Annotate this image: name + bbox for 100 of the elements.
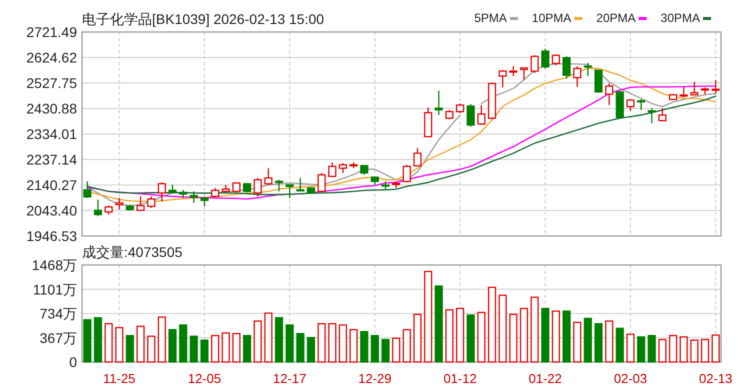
bar xyxy=(445,309,454,363)
candlestick xyxy=(264,168,272,186)
bar xyxy=(466,314,475,363)
candlestick xyxy=(434,90,443,116)
bar xyxy=(232,332,240,363)
bar xyxy=(360,331,368,363)
x-tick-label: 02-13 xyxy=(699,371,732,386)
candlestick xyxy=(690,81,698,96)
y-tick-label: 0 xyxy=(69,354,78,370)
bar xyxy=(498,294,507,363)
bar xyxy=(190,336,198,363)
bar xyxy=(318,323,326,363)
bar xyxy=(477,312,486,363)
bar xyxy=(350,329,358,363)
candlestick xyxy=(658,108,666,122)
y-tick-label: 2430.88 xyxy=(26,100,78,116)
bar xyxy=(136,326,145,363)
candlestick xyxy=(648,108,656,124)
candlestick xyxy=(541,48,550,70)
bar xyxy=(306,336,316,363)
bar xyxy=(83,319,92,363)
y-tick-label: 734万 xyxy=(40,306,77,322)
candlestick xyxy=(520,67,528,80)
candlestick xyxy=(584,62,592,77)
legend-label: 20PMA xyxy=(596,11,636,25)
candlestick xyxy=(338,162,347,174)
bar xyxy=(584,318,592,363)
candlestick xyxy=(402,164,411,184)
candlestick xyxy=(680,86,688,98)
bar xyxy=(243,334,252,363)
bar xyxy=(562,310,571,363)
bar xyxy=(147,336,156,363)
candlestick xyxy=(530,54,539,74)
bar xyxy=(115,327,124,363)
candlestick xyxy=(552,54,560,66)
bar xyxy=(254,320,262,363)
bar xyxy=(370,334,379,363)
candlestick xyxy=(424,106,432,138)
bar xyxy=(274,317,284,363)
bar xyxy=(573,322,582,363)
bar xyxy=(104,323,113,363)
bar xyxy=(222,332,230,363)
candlestick xyxy=(456,102,464,114)
candlestick xyxy=(605,82,614,106)
bar xyxy=(381,338,390,363)
bar xyxy=(594,323,603,363)
candlestick xyxy=(83,180,92,199)
candlestick xyxy=(318,172,326,193)
y-tick-label: 2237.14 xyxy=(26,152,78,168)
y-tick-label: 1946.53 xyxy=(26,228,78,244)
candlestick xyxy=(190,190,198,204)
x-tick-label: 12-05 xyxy=(188,371,222,386)
x-tick-label: 12-17 xyxy=(273,371,306,386)
bar xyxy=(413,314,422,363)
bar xyxy=(338,324,347,363)
x-tick-label: 12-29 xyxy=(358,371,392,386)
bar xyxy=(509,314,518,363)
candlestick xyxy=(274,179,284,192)
bar xyxy=(392,338,400,363)
x-tick-label: 02-03 xyxy=(614,371,648,386)
candlestick xyxy=(328,162,336,178)
y-tick-label: 2043.40 xyxy=(26,202,78,218)
legend-label: 10PMA xyxy=(532,11,572,25)
y-tick-label: 2624.62 xyxy=(26,50,78,66)
y-tick-label: 2721.49 xyxy=(26,24,78,40)
candlestick xyxy=(637,98,646,111)
candlestick xyxy=(296,177,304,192)
bar xyxy=(669,334,678,363)
bar xyxy=(541,308,550,363)
bar xyxy=(488,286,496,363)
candlestick xyxy=(562,56,571,80)
bar xyxy=(296,332,304,363)
candlestick xyxy=(594,68,603,94)
bar xyxy=(200,340,209,363)
candlestick xyxy=(498,69,507,88)
x-tick-label: 01-22 xyxy=(528,371,562,386)
chart-title: 电子化学品[BK1039] 2026-02-13 15:00 xyxy=(82,11,324,27)
bar xyxy=(126,334,134,363)
y-tick-label: 2527.75 xyxy=(26,75,78,91)
bar xyxy=(626,334,635,363)
chart-title: 成交量:4073505 xyxy=(82,244,183,260)
bar xyxy=(424,270,432,363)
bar xyxy=(700,338,710,363)
candlestick xyxy=(94,198,102,217)
bar xyxy=(456,308,464,363)
bar xyxy=(658,338,666,363)
legend-label: 5PMA xyxy=(474,11,507,25)
candlestick xyxy=(158,182,166,202)
candlestick xyxy=(413,148,422,167)
candlestick xyxy=(147,196,156,209)
bar xyxy=(712,334,720,363)
bar xyxy=(648,334,656,363)
bar xyxy=(158,316,166,363)
candlestick xyxy=(254,177,262,197)
candlestick xyxy=(286,184,294,199)
bar xyxy=(211,334,220,363)
bar xyxy=(690,340,698,363)
y-tick-label: 1468万 xyxy=(32,257,77,273)
bar xyxy=(179,324,188,363)
bar xyxy=(264,312,272,363)
